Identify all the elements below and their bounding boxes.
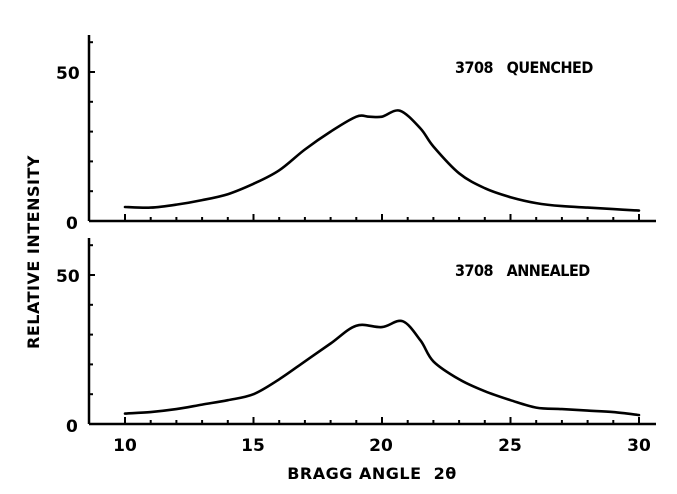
bottom-y-tick-0: 0: [66, 417, 78, 437]
intensity-curve: [123, 109, 641, 212]
x-tick-30: 30: [627, 436, 651, 456]
x-tick-20: 20: [369, 436, 393, 456]
bottom-panel-label: 3708 ANNEALED: [455, 261, 590, 280]
bottom-panel: [87, 238, 656, 426]
intensity-curve: [123, 319, 641, 417]
top-panel: [87, 35, 656, 223]
x-tick-10: 10: [113, 436, 137, 456]
x-axis-title: BRAGG ANGLE 2θ: [287, 464, 457, 483]
x-tick-15: 15: [241, 436, 265, 456]
bottom-y-tick-50: 50: [56, 267, 80, 287]
top-y-tick-0: 0: [66, 214, 78, 234]
top-panel-label: 3708 QUENCHED: [455, 58, 593, 77]
y-axis-title: RELATIVE INTENSITY: [24, 155, 43, 349]
top-y-tick-50: 50: [56, 64, 80, 84]
x-tick-25: 25: [498, 436, 522, 456]
